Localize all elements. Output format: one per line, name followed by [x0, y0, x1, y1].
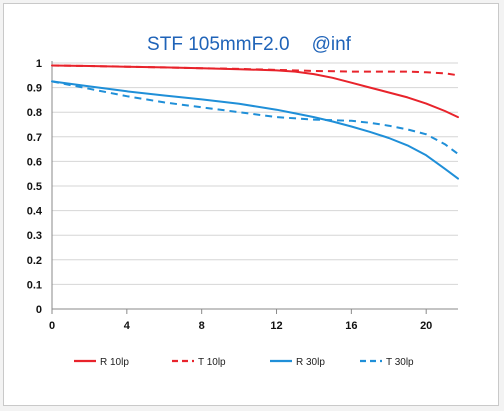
legend: R 10lp T 10lp R 30lp T 30lp	[74, 357, 414, 368]
y-tick-label: 0.9	[27, 83, 42, 95]
x-tick-label: 4	[124, 320, 131, 332]
x-tick-label: 0	[49, 320, 55, 332]
legend-label: R 30lp	[296, 357, 325, 368]
gridlines	[52, 62, 458, 285]
y-tick-label: 0.6	[27, 156, 42, 168]
legend-label: T 10lp	[198, 357, 226, 368]
legend-label: R 10lp	[100, 357, 129, 368]
x-tick-label: 8	[199, 320, 205, 332]
series-lines	[51, 64, 459, 180]
y-tick-label: 0.7	[27, 132, 42, 144]
y-tick-label: 0.4	[27, 206, 43, 218]
legend-label: T 30lp	[386, 357, 414, 368]
y-tick-label: 0.3	[27, 230, 42, 242]
chart-title: STF 105mmF2.0 @inf	[147, 34, 352, 55]
y-tick-label: 0	[36, 304, 42, 316]
y-tick-label: 0.1	[27, 279, 42, 291]
mtf-chart: 0 0.1 0.2 0.3 0.4 0.5 0.6 0.7 0.8 0.9 1 0 4 8 12 16 20 S…	[27, 34, 459, 368]
chart-title-focus: @inf	[312, 34, 352, 55]
y-tick-label: 0.5	[27, 181, 42, 193]
series-line-t-10lp	[51, 64, 459, 77]
chart-frame: 0 0.1 0.2 0.3 0.4 0.5 0.6 0.7 0.8 0.9 1 0 4 8 12 16 20 S…	[3, 3, 499, 406]
x-tick-label: 16	[345, 320, 357, 332]
axes	[51, 61, 458, 314]
series-line-r-10lp	[51, 64, 459, 119]
y-tick-label: 0.8	[27, 107, 42, 119]
x-tick-label: 12	[270, 320, 282, 332]
y-tick-label: 0.2	[27, 255, 42, 267]
tick-labels: 0 0.1 0.2 0.3 0.4 0.5 0.6 0.7 0.8 0.9 1 0 4 8 12 16 20	[27, 58, 433, 332]
y-tick-label: 1	[36, 58, 42, 70]
x-tick-label: 20	[420, 320, 432, 332]
series-line-t-30lp	[51, 80, 459, 155]
series-line-r-30lp	[51, 80, 459, 180]
chart-title-lens: STF 105mmF2.0	[147, 34, 290, 55]
